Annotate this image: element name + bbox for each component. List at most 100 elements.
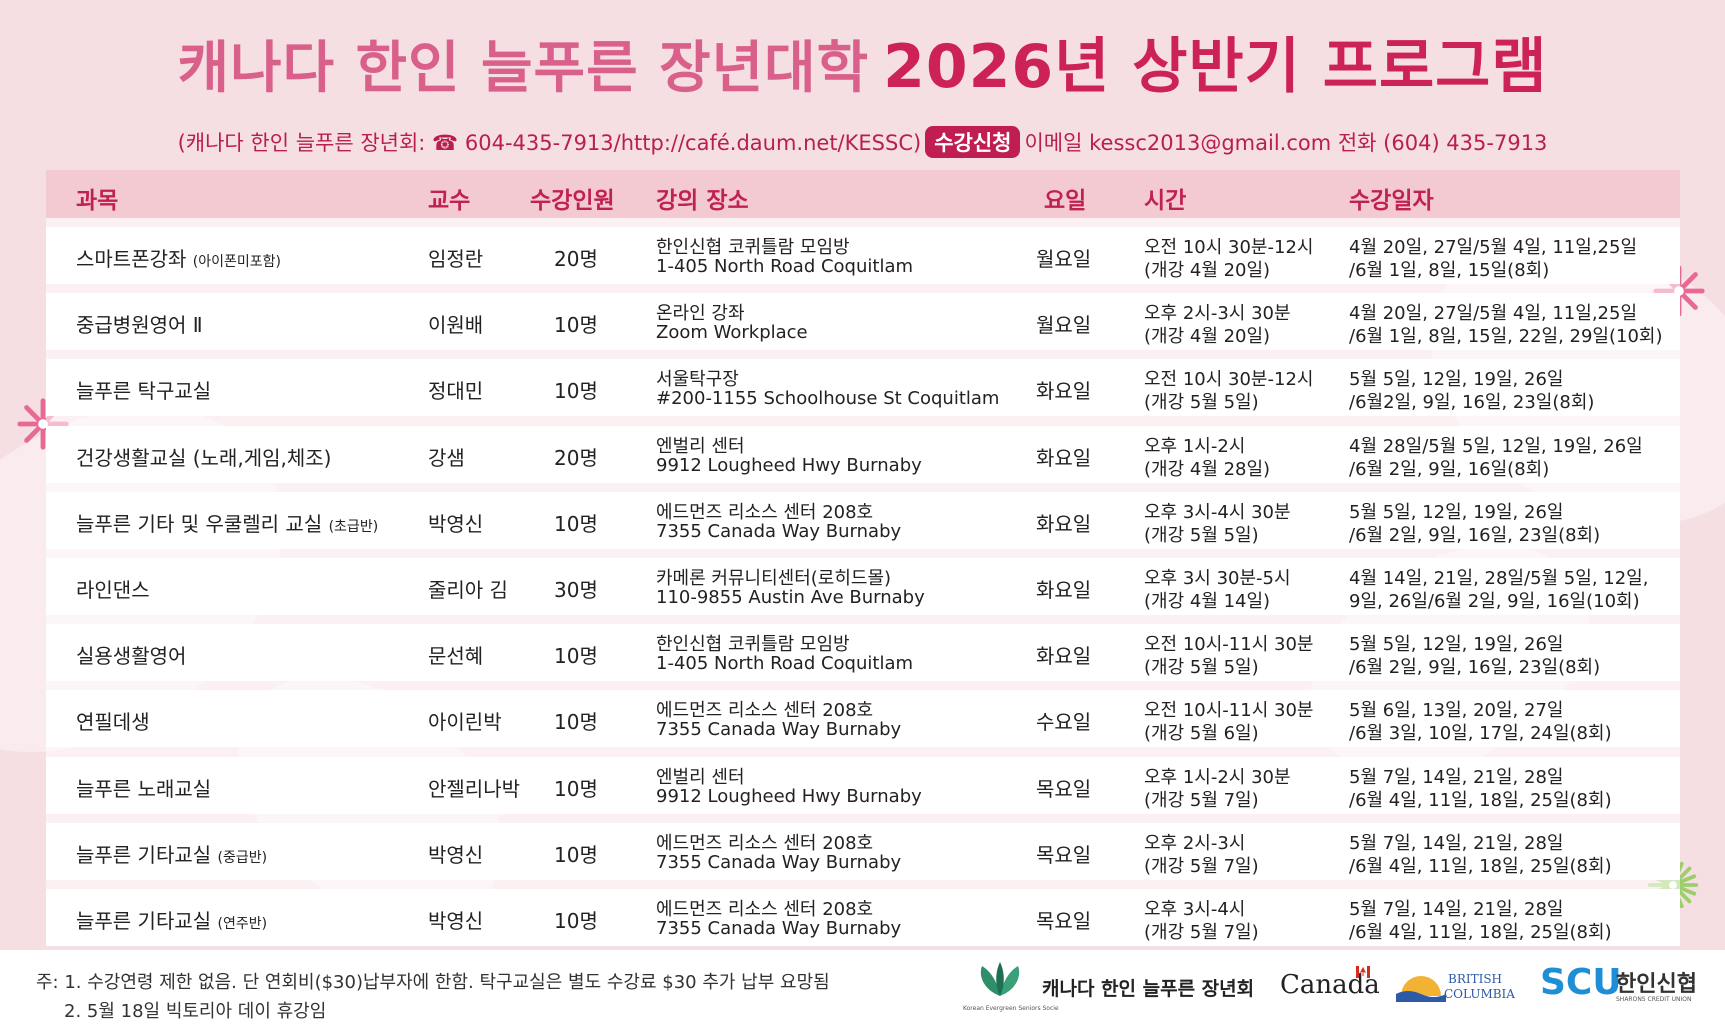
subject-name: 늘푸른 기타교실 [76, 843, 212, 867]
table-row: 실용생활영어 문선혜 10명 한인신협 코퀴틀람 모임방 1-405 North Roa… [46, 624, 1680, 681]
time-line1: 오후 3시-4시 30분 [1144, 502, 1291, 523]
subject-cell: 늘푸른 기타 및 우쿨렐리 교실 (초급반) [76, 508, 378, 537]
day-cell: 화요일 [1036, 512, 1092, 536]
bc-logo-line2: COLUMBIA [1444, 987, 1515, 1001]
day-cell: 화요일 [1036, 446, 1092, 470]
program-table: 과목 교수 수강인원 강의 장소 요일 시간 수강일자 스마트폰강좌 (아이폰미… [46, 170, 1680, 946]
canada-flag-icon [1356, 966, 1370, 978]
subject-cell: 늘푸른 기타교실 (연주반) [76, 905, 267, 934]
professor-cell: 강샘 [428, 446, 465, 470]
time-line2: (개강 4월 28일) [1144, 459, 1271, 480]
col-professor: 교수 [428, 188, 471, 214]
location-line2: Zoom Workplace [656, 322, 808, 343]
count-cell: 10명 [554, 777, 598, 801]
day-cell: 화요일 [1036, 379, 1092, 403]
location-line2: 7355 Canada Way Burnaby [656, 719, 902, 740]
count-cell: 10명 [554, 843, 598, 867]
subject-note: (중급반) [217, 850, 268, 866]
professor-cell: 박영신 [428, 843, 484, 867]
table-row: 늘푸른 기타교실 (중급반) 박영신 10명 에드먼즈 리소스 센터 208호 7355… [46, 823, 1680, 880]
subject-cell: 늘푸른 기타교실 (중급반) [76, 839, 267, 868]
count-cell: 10명 [554, 644, 598, 668]
subject-note: (아이폰미포함) [192, 254, 281, 270]
time-line2: (개강 5월 7일) [1144, 790, 1259, 811]
location-line1: 에드먼즈 리소스 센터 208호 [656, 502, 874, 523]
scu-small-text: SHARONS CREDIT UNION [1616, 996, 1692, 1003]
dates-line2: /6월 4일, 11일, 18일, 25일(8회) [1349, 922, 1612, 943]
dates-line1: 4월 28일/5월 5일, 12일, 19일, 26일 [1349, 436, 1643, 457]
day-cell: 화요일 [1036, 578, 1092, 602]
title-part1: 캐나다 한인 늘푸른 장년대학 [177, 36, 870, 101]
contact-left: (캐나다 한인 늘푸른 장년회: ☎ 604-435-7913/http://c… [177, 131, 922, 155]
dates-line2: 9일, 26일/6월 2일, 9일, 16일(10회) [1349, 591, 1640, 612]
scu-korean-text: 한인신협 [1616, 972, 1697, 997]
day-cell: 수요일 [1036, 710, 1092, 734]
kessc-leaf-icon [980, 962, 1020, 996]
count-cell: 10명 [554, 512, 598, 536]
subject-note: (연주반) [217, 916, 268, 932]
kessc-logo-text: 캐나다 한인 늘푸른 장년회 [1042, 978, 1255, 1000]
dates-line2: /6월 2일, 9일, 16일, 23일(8회) [1349, 657, 1601, 678]
subject-name: 연필데생 [76, 710, 150, 734]
professor-cell: 박영신 [428, 909, 484, 933]
time-line1: 오후 1시-2시 30분 [1144, 767, 1291, 788]
footer: 주: 1. 수강연령 제한 없음. 단 연회비($30)납부자에 한함. 탁구교… [0, 950, 1725, 1030]
professor-cell: 문선혜 [428, 644, 484, 668]
time-line1: 오후 2시-3시 [1144, 833, 1246, 854]
dates-line1: 5월 7일, 14일, 21일, 28일 [1349, 899, 1564, 920]
professor-cell: 안젤리나박 [428, 777, 520, 801]
col-count: 수강인원 [530, 188, 615, 214]
dates-line1: 5월 6일, 13일, 20일, 27일 [1349, 700, 1564, 721]
time-line1: 오후 2시-3시 30분 [1144, 303, 1291, 324]
table-row: 늘푸른 탁구교실 정대민 10명 서울탁구장 #200-1155 Schoolhouse… [46, 359, 1680, 416]
location-line2: 7355 Canada Way Burnaby [656, 918, 902, 939]
dates-line2: /6월 4일, 11일, 18일, 25일(8회) [1349, 856, 1612, 877]
time-line1: 오전 10시-11시 30분 [1144, 634, 1314, 655]
subject-name: 늘푸른 기타교실 [76, 909, 212, 933]
contact-right: 이메일 kessc2013@gmail.com 전화 (604) 435-791… [1024, 131, 1548, 155]
time-line2: (개강 5월 6일) [1144, 723, 1259, 744]
scu-logo: SCU [1540, 962, 1622, 1003]
subject-name: 실용생활영어 [76, 644, 187, 668]
professor-cell: 아이린박 [428, 710, 502, 734]
time-line1: 오후 3시 30분-5시 [1144, 568, 1291, 589]
subject-cell: 건강생활교실 (노래,게임,체조) [76, 442, 331, 471]
subject-name: 건강생활교실 (노래,게임,체조) [76, 446, 332, 470]
day-cell: 목요일 [1036, 843, 1092, 867]
time-line1: 오전 10시 30분-12시 [1144, 369, 1314, 390]
dates-line1: 5월 5일, 12일, 19일, 26일 [1349, 502, 1564, 523]
title-part2: 2026년 상반기 프로그램 [883, 32, 1548, 102]
col-dates: 수강일자 [1349, 188, 1434, 214]
dates-line1: 5월 7일, 14일, 21일, 28일 [1349, 767, 1564, 788]
day-cell: 목요일 [1036, 777, 1092, 801]
dates-line2: /6월 1일, 8일, 15일, 22일, 29일(10회) [1349, 326, 1663, 347]
dates-line1: 4월 20일, 27일/5월 4일, 11일,25일 [1349, 237, 1638, 258]
col-location: 강의 장소 [656, 188, 749, 214]
dates-line1: 4월 20일, 27일/5월 4일, 11일,25일 [1349, 303, 1638, 324]
location-line2: 1-405 North Road Coquitlam [656, 256, 914, 277]
footer-note-2: 2. 5월 18일 빅토리아 데이 휴강임 [64, 1001, 327, 1022]
count-cell: 10명 [554, 710, 598, 734]
time-line1: 오전 10시 30분-12시 [1144, 237, 1314, 258]
location-line2: 1-405 North Road Coquitlam [656, 653, 914, 674]
day-cell: 화요일 [1036, 644, 1092, 668]
subject-name: 늘푸른 노래교실 [76, 777, 212, 801]
time-line1: 오후 1시-2시 [1144, 436, 1246, 457]
dates-line2: /6월2일, 9일, 16일, 23일(8회) [1349, 392, 1595, 413]
location-line1: 서울탁구장 [656, 369, 739, 390]
table-row: 중급병원영어 Ⅱ 이원배 10명 온라인 강좌 Zoom Workplace 월요일 오후 … [46, 293, 1680, 350]
time-line2: (개강 5월 7일) [1144, 856, 1259, 877]
count-cell: 20명 [554, 247, 598, 271]
subject-cell: 중급병원영어 Ⅱ [76, 309, 203, 338]
subject-name: 중급병원영어 Ⅱ [76, 313, 203, 337]
location-line1: 카메론 커뮤니티센터(로히드몰) [656, 568, 892, 589]
location-line1: 한인신협 코퀴틀람 모임방 [656, 634, 850, 655]
contact-line: (캐나다 한인 늘푸른 장년회: ☎ 604-435-7913/http://c… [0, 126, 1725, 158]
table-row: 스마트폰강좌 (아이폰미포함) 임정란 20명 한인신협 코퀴틀람 모임방 1-405 … [46, 227, 1680, 284]
table-row: 늘푸른 노래교실 안젤리나박 10명 엔벌리 센터 9912 Lougheed Hwy … [46, 757, 1680, 814]
dates-line1: 4월 14일, 21일, 28일/5월 5일, 12일, [1349, 568, 1649, 589]
location-line1: 에드먼즈 리소스 센터 208호 [656, 833, 874, 854]
day-cell: 목요일 [1036, 909, 1092, 933]
day-cell: 월요일 [1036, 313, 1092, 337]
subject-name: 라인댄스 [76, 578, 150, 602]
